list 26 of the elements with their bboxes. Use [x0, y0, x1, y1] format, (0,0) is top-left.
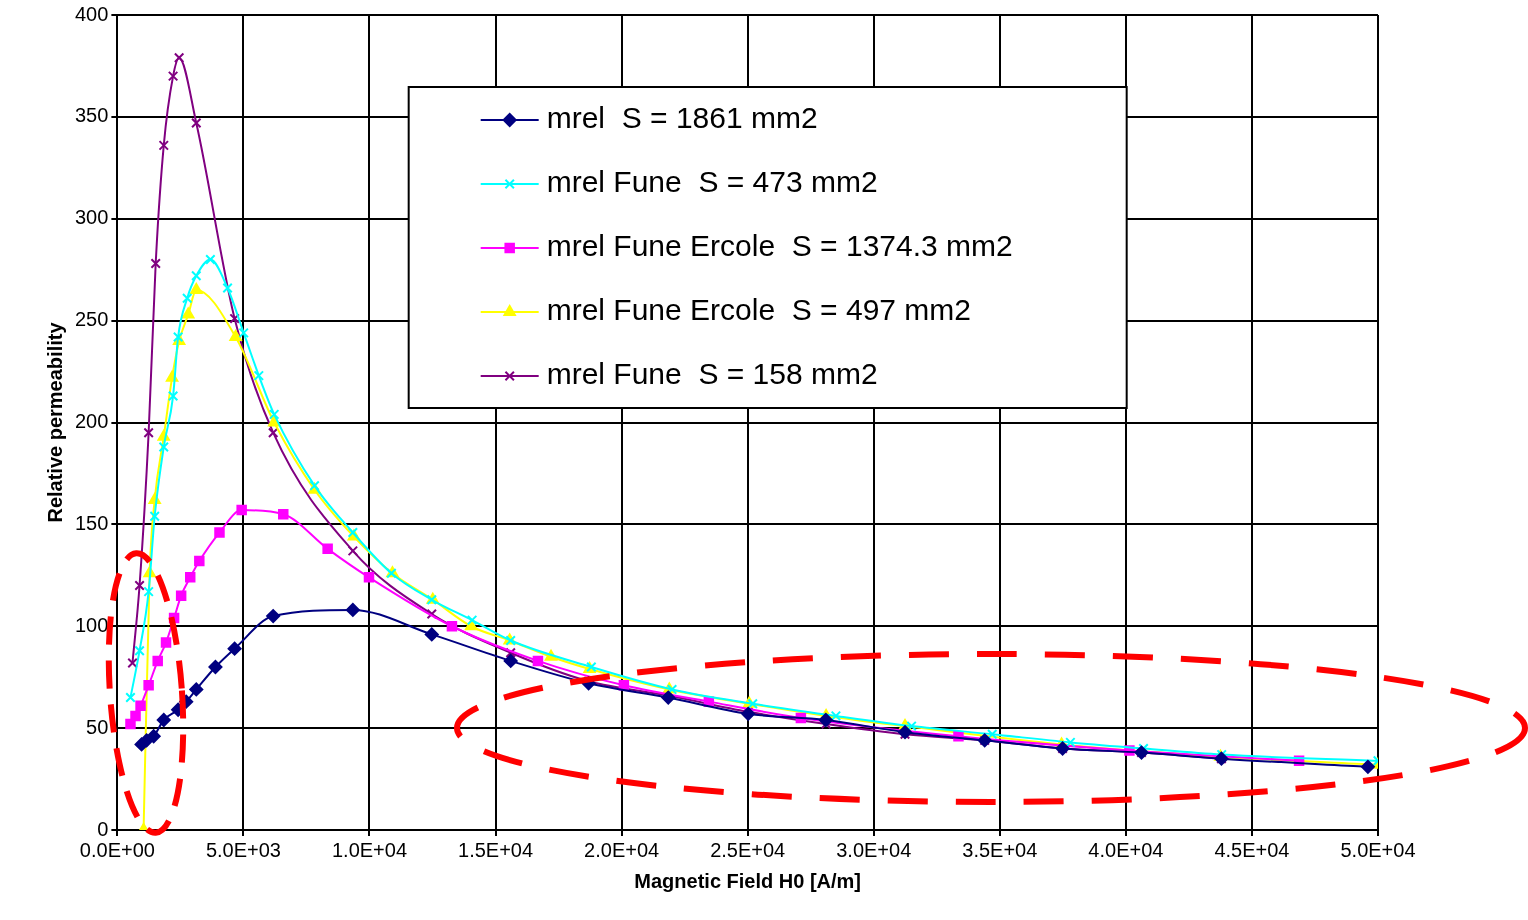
x-tick-label: 5.0E+03 — [205, 838, 281, 861]
x-tick-label: 1.0E+04 — [331, 838, 408, 861]
y-tick-label: 400 — [74, 2, 109, 25]
x-tick-label: 4.0E+04 — [1088, 838, 1164, 861]
x-tick-label: 0.0E+00 — [79, 838, 155, 861]
y-axis-title: Relative permeability — [43, 321, 66, 523]
x-tick-label: 2.5E+04 — [710, 838, 786, 861]
x-tick-label: 3.5E+04 — [962, 838, 1038, 861]
y-tick-label: 250 — [74, 308, 109, 331]
x-tick-label: 1.5E+04 — [458, 838, 534, 861]
y-tick-label: 0 — [97, 817, 109, 840]
x-tick-label: 4.5E+04 — [1214, 838, 1290, 861]
legend-label: mrel Fune Ercole S = 1374.3 mm2 — [546, 229, 1013, 263]
y-tick-label: 350 — [74, 104, 109, 127]
y-tick-label: 50 — [86, 715, 109, 738]
legend-label: mrel Fune S = 158 mm2 — [546, 357, 878, 391]
y-tick-label: 200 — [74, 410, 109, 433]
x-tick-label: 2.0E+04 — [584, 838, 660, 861]
x-tick-label: 3.0E+04 — [836, 838, 912, 861]
legend-label: mrel Fune S = 473 mm2 — [546, 165, 878, 199]
legend-label: mrel Fune Ercole S = 497 mm2 — [546, 293, 972, 327]
y-tick-label: 150 — [74, 511, 109, 534]
legend-label: mrel S = 1861 mm2 — [546, 101, 818, 135]
y-tick-label: 300 — [74, 206, 109, 229]
x-tick-label: 5.0E+04 — [1340, 838, 1416, 861]
x-axis-title: Magnetic Field H0 [A/m] — [634, 869, 862, 892]
